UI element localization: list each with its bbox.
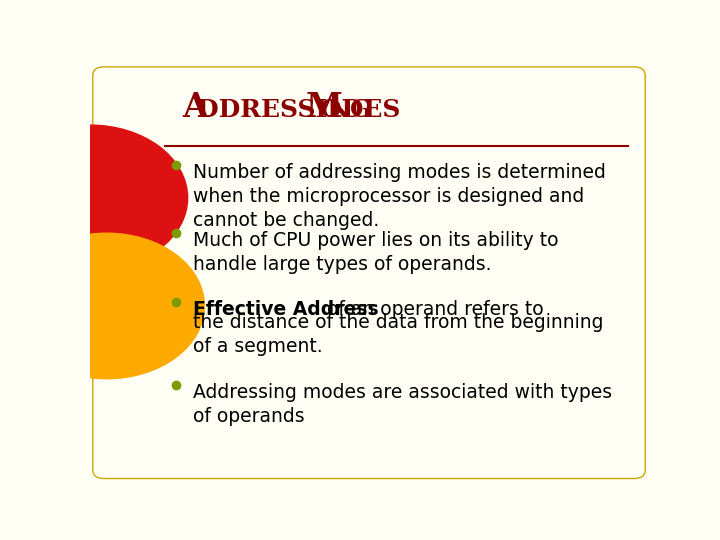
- Text: Effective Address: Effective Address: [193, 300, 379, 319]
- Text: Addressing modes are associated with types
of operands: Addressing modes are associated with typ…: [193, 383, 612, 426]
- Text: of an operand refers to: of an operand refers to: [321, 300, 544, 319]
- Text: M: M: [305, 91, 343, 124]
- Text: Number of addressing modes is determined
when the microprocessor is designed and: Number of addressing modes is determined…: [193, 163, 606, 230]
- FancyBboxPatch shape: [81, 58, 657, 487]
- FancyBboxPatch shape: [81, 58, 657, 487]
- Circle shape: [0, 125, 188, 271]
- Text: A: A: [182, 91, 208, 124]
- Text: DDRESSING: DDRESSING: [197, 98, 379, 122]
- Text: ODES: ODES: [320, 98, 400, 122]
- Circle shape: [9, 233, 204, 379]
- Text: the distance of the data from the beginning
of a segment.: the distance of the data from the beginn…: [193, 313, 604, 356]
- Text: Much of CPU power lies on its ability to
handle large types of operands.: Much of CPU power lies on its ability to…: [193, 231, 559, 274]
